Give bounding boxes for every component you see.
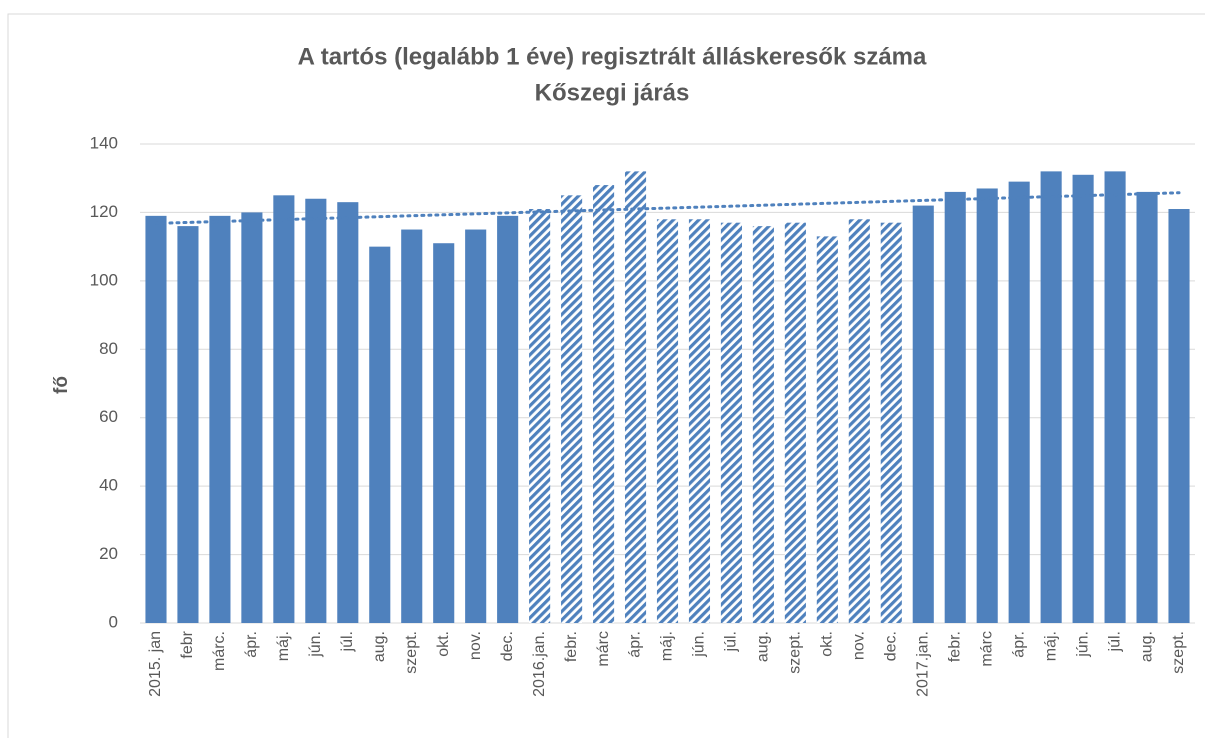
bar <box>752 226 774 623</box>
bar <box>241 212 263 623</box>
bar <box>593 185 615 624</box>
x-tick-label: febr. <box>946 631 963 662</box>
x-tick-label: szept. <box>403 631 420 674</box>
bar <box>177 226 199 623</box>
x-tick-label: aug. <box>755 631 772 662</box>
bar <box>305 198 327 623</box>
bar <box>976 188 998 623</box>
x-tick-label: okt. <box>819 631 836 657</box>
x-tick-label: júl. <box>1106 631 1123 652</box>
x-tick-label: ápr. <box>627 631 644 658</box>
bar <box>816 236 838 623</box>
x-tick-label: okt. <box>435 631 452 657</box>
x-tick-label: nov. <box>467 631 484 660</box>
x-tick-label: márc <box>595 631 612 667</box>
bar <box>880 222 902 623</box>
y-tick-label: 0 <box>109 612 118 631</box>
bar <box>433 243 455 623</box>
chart-subtitle: Kőszegi járás <box>535 79 690 106</box>
y-tick-label: 80 <box>99 339 118 358</box>
y-axis-label: fő <box>51 376 72 394</box>
y-tick-label: 60 <box>99 407 118 426</box>
bar <box>529 209 551 623</box>
x-tick-label: júl. <box>339 631 356 652</box>
x-tick-label: dec. <box>499 631 516 661</box>
bar <box>784 222 806 623</box>
x-tick-label: febr <box>179 630 196 658</box>
x-tick-label: ápr. <box>243 631 260 658</box>
bar <box>561 195 583 624</box>
x-tick-label: szept. <box>1170 631 1187 674</box>
x-tick-label: 2015. jan <box>147 631 164 697</box>
bar <box>912 205 934 624</box>
bar <box>720 222 742 623</box>
x-tick-label: jún. <box>1074 631 1091 658</box>
trendline <box>154 191 1181 225</box>
x-tick-label: jún. <box>307 631 324 658</box>
x-tick-label: máj. <box>1042 631 1059 661</box>
bar <box>145 215 167 623</box>
x-tick-label: szept. <box>787 631 804 674</box>
bar <box>273 195 295 624</box>
x-tick-label: jún. <box>691 631 708 658</box>
x-tick-label: febr. <box>563 631 580 662</box>
y-tick-label: 140 <box>90 133 118 152</box>
bar <box>848 219 870 623</box>
bar <box>401 229 423 624</box>
x-tick-label: 2017.jan. <box>914 631 931 697</box>
x-tick-label: máj. <box>659 631 676 661</box>
x-tick-label: nov. <box>851 631 868 660</box>
x-tick-label: aug. <box>1138 631 1155 662</box>
x-tick-label: márc. <box>211 631 228 671</box>
bar <box>497 215 519 623</box>
bar <box>337 202 359 623</box>
bar <box>369 246 391 623</box>
bar <box>1072 174 1094 624</box>
x-tick-label: júl. <box>723 631 740 652</box>
bar <box>944 191 966 623</box>
bar <box>465 229 487 624</box>
x-tick-label: ápr. <box>1010 631 1027 658</box>
bar <box>1168 209 1190 623</box>
y-tick-label: 20 <box>99 544 118 563</box>
x-tick-label: máj. <box>275 631 292 661</box>
bar <box>656 219 679 623</box>
y-tick-label: 40 <box>99 476 118 495</box>
y-tick-label: 100 <box>90 270 118 289</box>
x-tick-label: márc <box>978 631 995 667</box>
bar <box>1104 171 1126 623</box>
bar <box>209 215 231 623</box>
x-tick-label: aug. <box>371 631 388 662</box>
x-tick-label: dec. <box>883 631 900 661</box>
bar <box>688 219 711 623</box>
chart-title: A tartós (legalább 1 éve) regisztrált ál… <box>298 43 927 70</box>
bar <box>1040 171 1062 623</box>
x-tick-label: 2016.jan. <box>531 631 548 697</box>
bar <box>1008 181 1030 623</box>
bar <box>624 171 647 623</box>
bar <box>1136 191 1158 623</box>
y-tick-label: 120 <box>90 202 118 221</box>
